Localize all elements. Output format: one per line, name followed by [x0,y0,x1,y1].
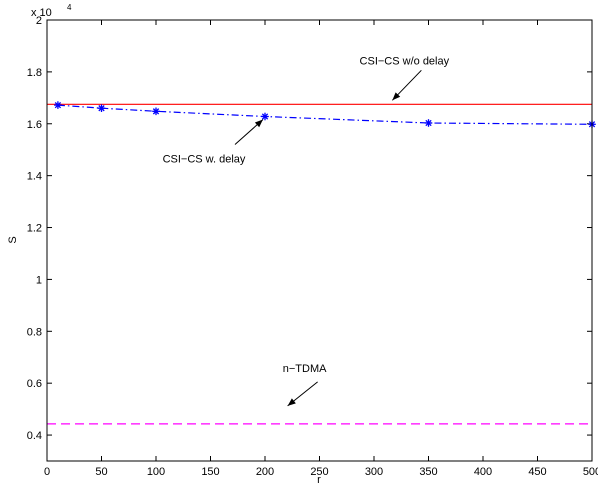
x-tick-label: 50 [95,466,107,478]
data-point-marker [424,119,433,127]
x-tick-label: 100 [147,466,165,478]
x-tick-label: 150 [201,466,219,478]
series-line-1 [57,104,593,125]
y-tick-label: 1.6 [27,119,42,131]
x-axis-label: r [317,474,321,486]
x-tick-label: 400 [474,466,492,478]
y-exponent-power: 4 [67,3,72,12]
y-tick-label: 0.6 [27,378,42,390]
annotation-arrowhead [254,119,263,128]
x-tick-label: 250 [310,466,328,478]
data-point-marker [152,107,160,116]
y-tick-label: 1.2 [27,223,42,235]
x-tick-label: 200 [256,466,274,478]
y-exponent-base: x 10 [31,7,52,19]
annotation-label: n−TDMA [283,363,327,375]
y-tick-label: 0.4 [27,430,42,442]
x-tick-label: 450 [528,466,546,478]
y-axis-label: S [7,236,19,243]
annotation-arrowhead [392,92,401,101]
annotation-label: CSI−CS w. delay [163,154,246,166]
y-tick-label: 1.4 [27,171,42,183]
annotation-arrowhead [287,398,296,406]
x-tick-label: 300 [365,466,383,478]
y-tick-label: 1.8 [27,67,42,79]
data-point-marker [54,101,62,109]
annotation-label: CSI−CS w/o delay [360,55,450,67]
annotation-0: CSI−CS w/o delay [360,55,450,101]
x-tick-label: 0 [44,466,50,478]
x-tick-label: 350 [419,466,437,478]
annotation-1: CSI−CS w. delay [163,119,264,166]
data-point-marker [97,104,106,112]
plot-frame [46,19,593,462]
series-layer [47,101,596,425]
x-tick-label: 500 [583,466,598,478]
y-tick-label: 2 [36,15,42,27]
annotation-layer: CSI−CS w/o delay CSI−CS w. delay n−TDMA [163,55,450,407]
y-tick-label: 0.8 [27,326,42,338]
annotation-2: n−TDMA [283,363,327,407]
data-point-marker [261,112,269,121]
axis-ticks: 0 50 100 150 200 250 300 350 400 450 500 0.4 0.6 0.8 1… [27,15,598,478]
y-tick-label: 1 [36,274,42,286]
